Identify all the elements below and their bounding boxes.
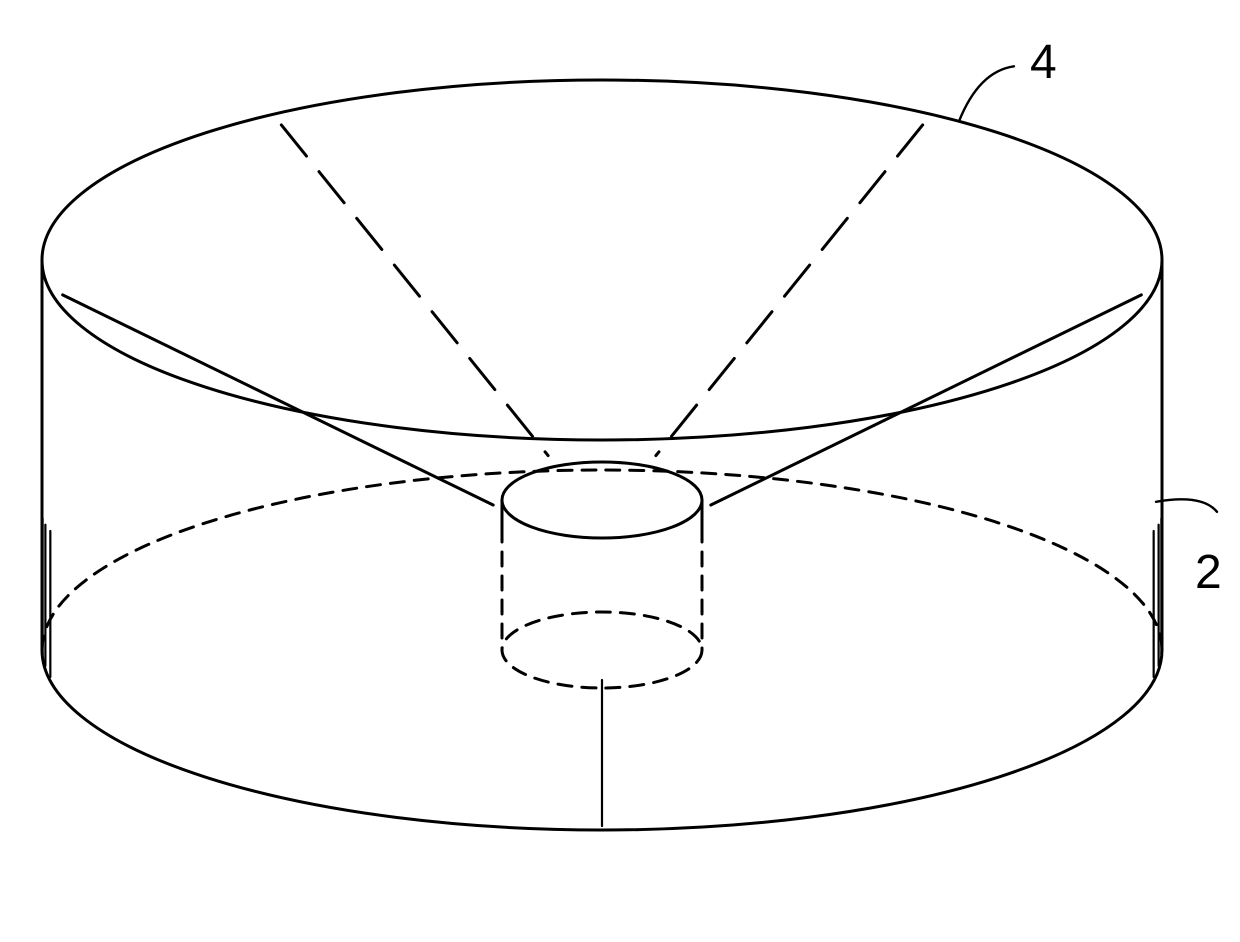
label-2: 2 xyxy=(1195,545,1222,600)
drawing-svg xyxy=(0,0,1240,942)
technical-drawing: 4 2 xyxy=(0,0,1240,942)
label-4: 4 xyxy=(1030,35,1057,90)
